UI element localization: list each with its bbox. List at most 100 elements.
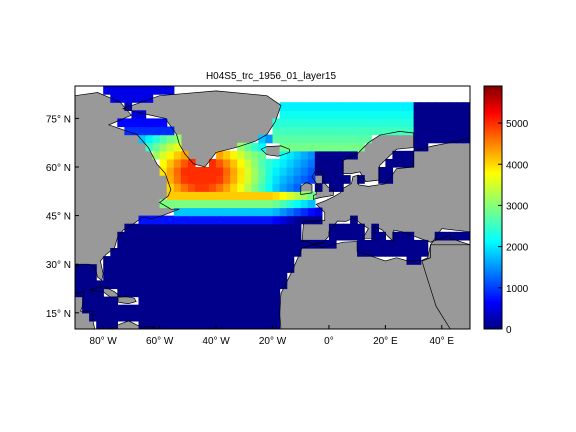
field-cell <box>237 272 245 281</box>
field-cell <box>159 134 168 144</box>
field-cell <box>173 239 182 249</box>
field-cell <box>328 142 337 152</box>
field-cell <box>434 118 443 128</box>
field-cell <box>265 175 274 184</box>
field-cell <box>272 248 281 257</box>
field-cell <box>173 175 182 184</box>
field-cell <box>251 142 259 152</box>
field-cell <box>293 191 302 200</box>
field-cell <box>216 280 224 290</box>
field-cell <box>244 248 252 257</box>
coastline-cuba <box>87 285 121 298</box>
field-cell <box>371 110 379 119</box>
field-cell <box>392 102 401 111</box>
field-cell <box>237 199 245 209</box>
field-cell <box>406 231 415 241</box>
field-cell <box>180 320 189 329</box>
field-cell <box>173 256 182 265</box>
field-cell <box>75 280 83 290</box>
field-cell <box>131 231 140 241</box>
field-cell <box>223 199 231 209</box>
field-cell <box>336 126 344 136</box>
field-cell <box>350 215 358 225</box>
field-cell <box>180 215 189 225</box>
field-cell <box>187 288 196 298</box>
field-cell <box>265 312 274 322</box>
field-cell <box>194 223 203 233</box>
field-cell <box>300 175 309 184</box>
field-cell <box>230 296 238 306</box>
field-cell <box>265 304 274 314</box>
field-cell <box>265 256 274 265</box>
land-eurasia <box>279 137 470 329</box>
land-britain <box>312 171 334 200</box>
field-cell <box>216 272 224 281</box>
field-cell <box>336 110 344 119</box>
field-cell <box>293 199 302 209</box>
field-cell <box>166 280 175 290</box>
field-cell <box>237 280 245 290</box>
field-cell <box>187 175 196 184</box>
lat-tick-label: 75° N <box>46 114 71 125</box>
field-cell <box>110 94 118 103</box>
field-cell <box>300 134 309 144</box>
field-cell <box>286 102 295 111</box>
field-cell <box>89 304 97 314</box>
coastline-britain <box>311 171 335 200</box>
field-cell <box>427 102 436 111</box>
field-cell <box>180 272 189 281</box>
field-cell <box>272 183 281 192</box>
field-cell <box>152 215 161 225</box>
field-cell <box>343 134 351 144</box>
field-cell <box>244 239 252 249</box>
field-cell <box>343 150 351 160</box>
field-cell <box>166 296 175 306</box>
field-cell <box>159 231 168 241</box>
field-cell <box>159 280 168 290</box>
field-cell <box>110 296 118 306</box>
field-cell <box>173 142 182 152</box>
field-cell <box>378 175 386 184</box>
field-cell <box>385 158 394 168</box>
field-cell <box>187 256 196 265</box>
field-cell <box>166 191 175 200</box>
field-cell <box>216 296 224 306</box>
field-cell <box>223 223 231 233</box>
colorbar-ticks: 0 1000 2000 3000 4000 5000 <box>498 119 529 336</box>
field-cell <box>209 239 217 249</box>
field-cell <box>357 118 365 128</box>
field-cell <box>202 215 210 225</box>
field-cell <box>145 142 154 152</box>
map-title: H04S5_trc_1956_01_layer15 <box>206 71 337 82</box>
field-cell <box>166 288 175 298</box>
field-cell <box>251 272 259 281</box>
field-cell <box>230 191 238 200</box>
field-cell <box>328 134 337 144</box>
field-cell <box>216 150 224 160</box>
field-cell <box>180 191 189 200</box>
field-cell <box>159 248 168 257</box>
field-cell <box>293 110 302 119</box>
field-cell <box>131 304 140 314</box>
field-cell <box>159 239 168 249</box>
field-cell <box>103 296 111 306</box>
field-cell <box>216 191 224 200</box>
field-cell <box>237 175 245 184</box>
field-cell <box>314 142 323 152</box>
field-cell <box>251 239 259 249</box>
field-cell <box>202 256 210 265</box>
field-cell <box>336 223 344 233</box>
field-cell <box>392 126 401 136</box>
field-cell <box>166 272 175 281</box>
field-cell <box>216 304 224 314</box>
field-cell <box>187 304 196 314</box>
field-cell <box>251 231 259 241</box>
field-cell <box>286 223 295 233</box>
field-cell <box>251 320 259 329</box>
field-cell <box>110 320 118 329</box>
field-cell <box>223 239 231 249</box>
field-cell <box>152 256 161 265</box>
field-cell <box>378 167 386 176</box>
field-cell <box>180 175 189 184</box>
coastline <box>75 90 470 329</box>
